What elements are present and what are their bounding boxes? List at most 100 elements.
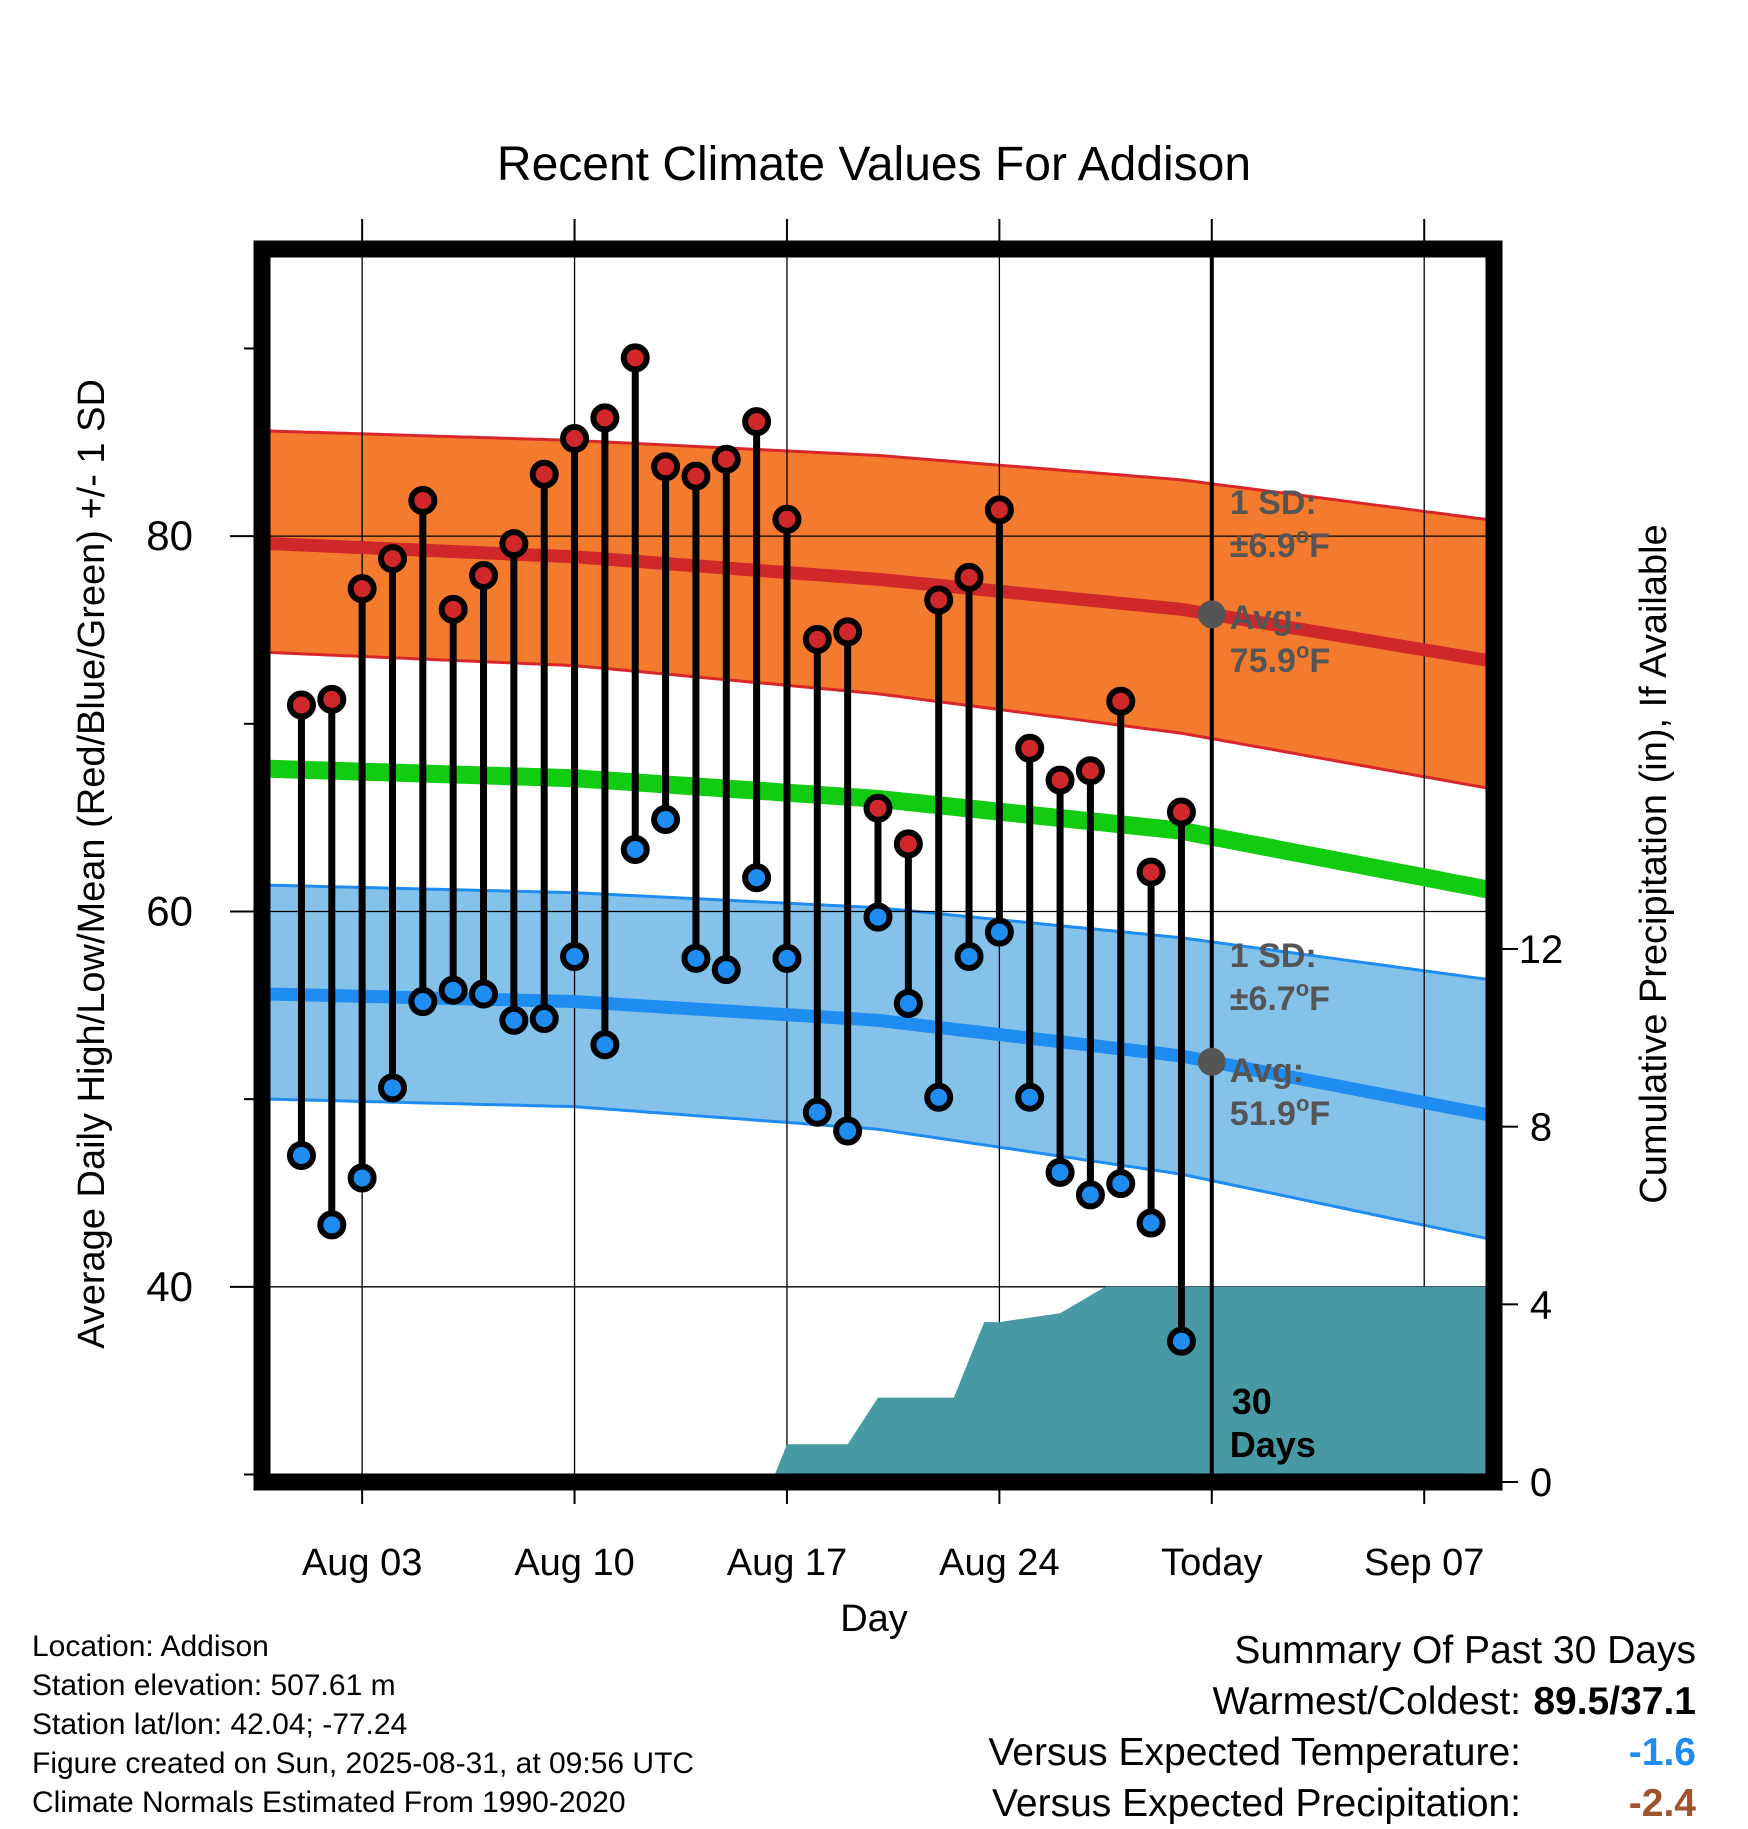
high-sd-value: ±6.9oF — [1230, 523, 1330, 565]
high-temp-point — [1166, 797, 1196, 827]
summary-precip-row: Versus Expected Precipitation: -2.4 — [988, 1778, 1696, 1829]
elevation-text: Station elevation: 507.61 m — [32, 1669, 396, 1702]
today-normal-high-marker — [1197, 600, 1226, 629]
y-axis-label-right: Cumulative Precipitation (in), If Availa… — [1633, 524, 1675, 1203]
low-temp-point — [469, 979, 499, 1009]
x-tick-label: Sep 07 — [1364, 1542, 1484, 1584]
low-temp-point — [984, 917, 1014, 947]
high-temp-point — [984, 495, 1014, 525]
low-temp-point — [499, 1005, 529, 1035]
period-label-number: 30 — [1232, 1381, 1272, 1422]
latlon-text: Station lat/lon: 42.04; -77.24 — [32, 1708, 408, 1741]
station-info: Location: Addison Station elevation: 507… — [32, 1627, 694, 1822]
low-temp-point — [529, 1003, 559, 1033]
high-temp-point — [620, 343, 650, 373]
y2-tick-label: 0 — [1530, 1461, 1552, 1505]
high-temp-point — [499, 529, 529, 559]
low-temp-point — [590, 1030, 620, 1060]
low-temp-point — [802, 1097, 832, 1127]
y2-tick-label: 12 — [1519, 928, 1564, 972]
low-temp-point — [408, 987, 438, 1017]
warmest-label: Warmest/Coldest: — [1212, 1680, 1521, 1723]
low-temp-point — [377, 1073, 407, 1103]
low-temp-point — [1045, 1157, 1075, 1187]
x-tick-label: Aug 03 — [302, 1542, 422, 1584]
high-temp-point — [590, 403, 620, 433]
high-temp-point — [438, 594, 468, 624]
high-temp-point — [833, 617, 863, 647]
high-temp-point — [651, 452, 681, 482]
high-temp-point — [408, 485, 438, 515]
high-temp-point — [1075, 756, 1105, 786]
high-temp-point — [863, 793, 893, 823]
high-avg-label: Avg: — [1230, 599, 1304, 637]
high-temp-point — [802, 624, 832, 654]
high-temp-point — [560, 424, 590, 454]
y2-tick-label: 8 — [1530, 1106, 1552, 1150]
warmest-value: 89.5/37.1 — [1533, 1680, 1696, 1723]
high-temp-point — [924, 585, 954, 615]
low-temp-point — [833, 1116, 863, 1146]
high-sd-label: 1 SD: — [1230, 484, 1317, 522]
x-tick-label: Today — [1161, 1542, 1262, 1584]
low-temp-point — [651, 805, 681, 835]
low-temp-point — [772, 943, 802, 973]
high-temp-point — [317, 684, 347, 714]
high-sd-band-fill — [262, 430, 1491, 789]
y-axis-label-left: Average Daily High/Low/Mean (Red/Blue/Gr… — [71, 379, 113, 1349]
y2-tick-label: 4 — [1530, 1283, 1552, 1327]
summary-warmest-row: Warmest/Coldest: 89.5/37.1 — [988, 1676, 1696, 1727]
low-temp-point — [924, 1082, 954, 1112]
temp-value: -1.6 — [1628, 1731, 1696, 1774]
high-temp-point — [893, 829, 923, 859]
period-label-unit: Days — [1230, 1424, 1316, 1465]
high-temp-point — [681, 461, 711, 491]
low-temp-point — [863, 902, 893, 932]
summary-title: Summary Of Past 30 Days — [1234, 1629, 1696, 1672]
high-temp-point — [1045, 765, 1075, 795]
location-text: Location: Addison — [32, 1630, 269, 1663]
low-temp-point — [1075, 1180, 1105, 1210]
x-tick-label: Aug 10 — [514, 1542, 634, 1584]
low-temp-point — [1015, 1082, 1045, 1112]
low-sd-value: ±6.7oF — [1230, 976, 1330, 1018]
x-axis-label: Day — [840, 1598, 908, 1640]
low-temp-point — [438, 975, 468, 1005]
low-temp-point — [286, 1140, 316, 1170]
x-tick-label: Aug 17 — [727, 1542, 847, 1584]
axis-ticks: Aug 03 Aug 10 Aug 17 Aug 24 Today Sep 0740608… — [146, 219, 1563, 1584]
y-tick-label: 80 — [146, 512, 193, 559]
today-normal-low-marker — [1197, 1047, 1226, 1076]
low-temp-point — [1136, 1208, 1166, 1238]
low-sd-label: 1 SD: — [1230, 937, 1317, 975]
x-tick-label: Aug 24 — [939, 1542, 1059, 1584]
high-sd-band-upper-edge — [262, 429, 1492, 522]
high-temp-point — [772, 504, 802, 534]
low-temp-point — [711, 955, 741, 985]
high-temp-point — [377, 544, 407, 574]
low-temp-point — [560, 942, 590, 972]
high-temp-point — [1015, 733, 1045, 763]
low-temp-point — [954, 942, 984, 972]
precip-value: -2.4 — [1628, 1782, 1696, 1825]
low-temp-point — [620, 835, 650, 865]
precip-label: Versus Expected Precipitation: — [992, 1782, 1521, 1825]
high-temp-point — [1106, 686, 1136, 716]
high-temp-point — [742, 407, 772, 437]
chart-title: Recent Climate Values For Addison — [497, 138, 1251, 191]
normal-low-line — [262, 987, 1493, 1122]
plot-frame — [253, 240, 1503, 1491]
high-temp-point — [347, 574, 377, 604]
temp-label: Versus Expected Temperature: — [988, 1731, 1521, 1774]
low-temp-point — [347, 1163, 377, 1193]
low-temp-point — [742, 863, 772, 893]
summary-panel: Summary Of Past 30 Days Warmest/Coldest:… — [988, 1625, 1696, 1829]
summary-temp-row: Versus Expected Temperature: -1.6 — [988, 1727, 1696, 1778]
low-temp-point — [893, 988, 923, 1018]
high-avg-value: 75.9oF — [1230, 638, 1330, 680]
normal-high-line — [262, 536, 1493, 668]
y-tick-label: 40 — [146, 1263, 193, 1310]
